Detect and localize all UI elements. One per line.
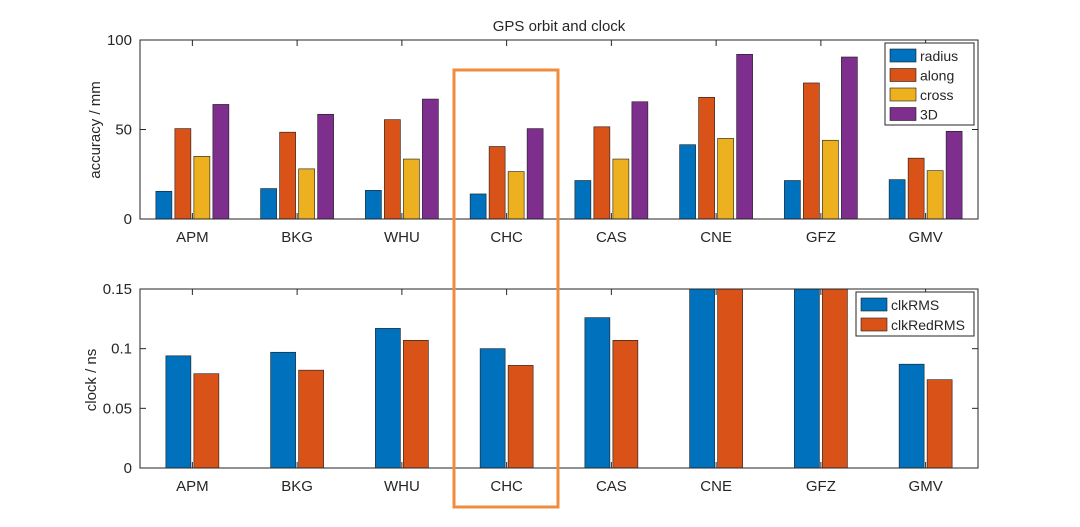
- y-tick-label: 0.05: [103, 400, 132, 417]
- legend-swatch-3d: [889, 107, 917, 121]
- legend-label-clkredrms: clkRedRMS: [891, 317, 965, 333]
- x-tick-label: GMV: [909, 229, 943, 246]
- bar-3d-apm: [212, 104, 230, 220]
- bar-radius-gfz: [784, 180, 801, 220]
- x-tick-label: BKG: [281, 229, 313, 246]
- bar-cross-gfz: [822, 139, 839, 220]
- y-tick-label: 50: [115, 122, 132, 139]
- x-tick-label: CHC: [490, 229, 523, 246]
- bar-clkrms-whu: [375, 328, 401, 469]
- x-tick-label: GMV: [909, 478, 943, 495]
- bar-clkredrms-gfz: [822, 288, 848, 469]
- bar-cross-cne: [717, 138, 734, 220]
- bar-3d-chc: [526, 128, 544, 220]
- legend: radius along cross 3D: [884, 42, 975, 126]
- bar-cross-gmv: [926, 170, 944, 220]
- legend-label-clkrms: clkRMS: [891, 297, 939, 313]
- y-tick-label: 100: [107, 32, 132, 49]
- legend-swatch-cross: [889, 87, 917, 102]
- legend-swatch-clkredrms: [860, 317, 888, 332]
- bar-radius-gmv: [888, 179, 906, 220]
- highlight-box-chc: [452, 68, 560, 509]
- bar-radius-cne: [679, 144, 696, 220]
- bar-3d-cas: [631, 101, 649, 220]
- bar-radius-chc: [469, 193, 487, 220]
- legend-label-cross: cross: [920, 87, 953, 103]
- bar-clkredrms-cne: [717, 288, 743, 469]
- legend: clkRMS clkRedRMS: [855, 291, 975, 337]
- bar-clkrms-gfz: [794, 288, 820, 469]
- x-tick-label: GFZ: [806, 229, 836, 246]
- y-tick-label: 0: [124, 460, 132, 477]
- bar-radius-bkg: [260, 188, 277, 220]
- bar-clkredrms-chc: [507, 365, 534, 469]
- tick-group: APM BKG WHU CHC CAS CNE GFZ GMV 0 50 100: [107, 32, 978, 246]
- bar-radius-cas: [574, 180, 592, 220]
- x-tick-label: CAS: [596, 229, 627, 246]
- y-tick-label: 0.1: [111, 341, 132, 358]
- bar-clkrms-bkg: [270, 351, 296, 469]
- y-tick-label: 0: [124, 211, 132, 228]
- bar-clkrms-chc: [479, 348, 506, 469]
- bar-along-bkg: [279, 131, 296, 220]
- x-tick-label: CNE: [700, 478, 732, 495]
- tick-group: APM BKG WHU CHC CAS CNE GFZ GMV 0 0.05 0.1 0.15: [103, 281, 978, 495]
- bar-cross-cas: [612, 158, 630, 220]
- y-tick-label: 0.15: [103, 281, 132, 298]
- bar-along-gmv: [907, 157, 925, 220]
- bar-along-apm: [174, 128, 192, 220]
- bar-clkredrms-whu: [403, 340, 429, 469]
- x-tick-label: GFZ: [806, 478, 836, 495]
- y-axis-label: accuracy / mm: [87, 81, 104, 179]
- bar-3d-bkg: [317, 113, 334, 220]
- x-tick-label: APM: [176, 229, 209, 246]
- legend-label-3d: 3D: [920, 107, 938, 123]
- bar-group: [155, 54, 963, 220]
- legend-label-along: along: [920, 68, 954, 84]
- x-tick-label: WHU: [384, 229, 420, 246]
- bar-along-cas: [593, 126, 611, 220]
- legend-swatch-along: [889, 68, 917, 82]
- bar-clkredrms-cas: [612, 340, 639, 469]
- bar-along-chc: [488, 146, 506, 220]
- legend-swatch-radius: [889, 48, 917, 63]
- bar-group: [165, 288, 953, 469]
- bar-cross-apm: [193, 156, 211, 220]
- bar-3d-gmv: [945, 130, 963, 220]
- bar-clkredrms-apm: [193, 373, 220, 469]
- bar-along-gfz: [803, 82, 820, 220]
- bar-radius-apm: [155, 190, 173, 220]
- bar-cross-chc: [507, 171, 525, 220]
- x-tick-label: APM: [176, 478, 209, 495]
- bar-3d-whu: [422, 98, 439, 220]
- bar-radius-whu: [365, 190, 382, 220]
- bar-3d-cne: [736, 54, 753, 220]
- x-tick-label: BKG: [281, 478, 313, 495]
- bar-clkrms-cne: [689, 288, 715, 469]
- clock-rms-chart: clock / ns APM BKG WHU CHC CAS CNE GFZ GMV 0 0.05…: [83, 281, 979, 495]
- legend-swatch-clkrms: [860, 297, 888, 312]
- y-axis-label: clock / ns: [83, 349, 100, 412]
- bar-along-whu: [384, 119, 401, 220]
- bar-clkredrms-gmv: [926, 379, 953, 469]
- bar-clkrms-cas: [584, 317, 611, 469]
- bar-clkrms-apm: [165, 355, 192, 469]
- bar-cross-whu: [403, 158, 420, 220]
- x-tick-label: CHC: [490, 478, 523, 495]
- bar-clkrms-gmv: [898, 363, 925, 469]
- x-tick-label: WHU: [384, 478, 420, 495]
- bar-clkredrms-bkg: [298, 369, 324, 469]
- orbit-accuracy-chart: GPS orbit and clock accuracy / mm APM BKG…: [87, 18, 979, 246]
- chart-title: GPS orbit and clock: [493, 18, 626, 35]
- legend-label-radius: radius: [920, 48, 958, 64]
- x-tick-label: CAS: [596, 478, 627, 495]
- bar-cross-bkg: [298, 168, 315, 220]
- x-tick-label: CNE: [700, 229, 732, 246]
- bar-3d-gfz: [841, 56, 858, 220]
- bar-along-cne: [698, 96, 715, 220]
